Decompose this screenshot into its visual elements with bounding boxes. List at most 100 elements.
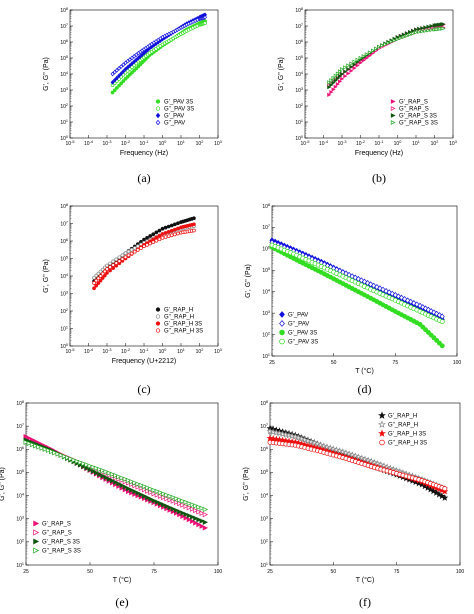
data-point <box>435 490 443 498</box>
data-point <box>428 308 434 315</box>
data-point <box>127 63 132 68</box>
data-point <box>169 223 174 228</box>
data-point <box>105 267 109 271</box>
data-point <box>114 75 119 81</box>
data-point <box>129 251 134 256</box>
data-point <box>108 268 112 273</box>
x-tick-label: 103 <box>214 140 222 147</box>
data-point <box>383 42 388 47</box>
x-tick-label: 10-3 <box>103 348 112 355</box>
data-point <box>176 221 180 226</box>
data-point <box>180 502 186 508</box>
legend-marker <box>155 119 161 126</box>
data-point <box>389 39 394 44</box>
legend-marker <box>378 420 386 428</box>
legend-marker <box>155 99 161 104</box>
data-point <box>163 231 168 235</box>
y-axis-label: G', G" (Pa) <box>0 467 6 501</box>
data-point <box>161 502 167 508</box>
data-point <box>119 475 125 481</box>
data-point <box>164 503 170 509</box>
data-point <box>327 80 332 85</box>
x-tick-label: 103 <box>449 140 457 147</box>
data-point <box>189 502 196 508</box>
x-tick-label: 10-5 <box>66 348 75 355</box>
x-tick-label: 100 <box>159 140 167 147</box>
data-point <box>377 44 382 49</box>
data-point <box>172 222 177 227</box>
data-point <box>172 232 177 237</box>
x-tick-label: 75 <box>393 360 399 366</box>
panel-label: (d) <box>358 382 372 396</box>
y-tick-label: 104 <box>60 273 68 280</box>
series-g-pav <box>110 14 208 77</box>
data-point <box>157 500 164 507</box>
data-point <box>202 511 209 518</box>
data-point <box>122 484 129 490</box>
panel-d: 101 102 103 104 105 106 107 108 25 50 75 100 T (°C) G… <box>245 203 461 396</box>
legend-marker <box>378 429 386 437</box>
data-point <box>106 470 113 476</box>
x-tick-label: 101 <box>412 140 420 147</box>
legend-label: G"_PAV <box>164 121 185 127</box>
data-point <box>119 71 124 76</box>
y-tick-label: 102 <box>295 103 303 110</box>
data-point <box>411 28 416 33</box>
data-point <box>123 60 128 66</box>
data-point <box>94 278 99 283</box>
x-tick-label: 101 <box>177 348 185 355</box>
data-point <box>405 297 411 304</box>
series-g-rap-s-3s <box>23 439 209 513</box>
x-tick-label: 10-2 <box>121 140 130 147</box>
legend: G'_RAP_S G"_RAP_S G'_RAP_S 3S G"_RAP_S 3S <box>33 520 81 555</box>
data-point <box>432 489 440 496</box>
data-point <box>92 275 96 280</box>
data-point <box>154 230 159 235</box>
y-tick-label: 107 <box>262 224 270 231</box>
data-point <box>170 498 177 504</box>
data-point <box>154 488 161 495</box>
legend-label: G'_RAP_S <box>399 100 428 106</box>
data-point <box>121 62 126 68</box>
data-point <box>392 38 397 43</box>
y-tick-label: 102 <box>16 539 24 546</box>
data-point <box>132 54 137 59</box>
data-point <box>335 76 340 81</box>
series-g-pav-3s <box>269 242 445 325</box>
data-point <box>333 84 338 89</box>
data-point <box>186 500 193 507</box>
data-point <box>132 68 136 73</box>
data-point <box>441 494 449 501</box>
data-point <box>125 58 130 64</box>
y-tick-label: 107 <box>260 423 268 430</box>
data-point <box>23 439 29 445</box>
data-point <box>138 491 145 498</box>
data-point <box>426 24 431 29</box>
panel-label: (e) <box>115 595 128 609</box>
data-point <box>112 77 117 83</box>
data-point <box>93 470 100 476</box>
data-point <box>120 253 125 258</box>
data-point <box>398 35 403 41</box>
data-point <box>183 511 189 518</box>
data-point <box>343 69 348 74</box>
data-point <box>105 263 109 268</box>
data-point <box>269 435 277 442</box>
data-point <box>87 466 93 473</box>
y-tick-label: 102 <box>60 103 68 110</box>
data-point <box>337 69 343 74</box>
data-point <box>109 471 116 477</box>
plot-frame <box>69 9 219 139</box>
x-tick-label: 100 <box>394 140 402 147</box>
data-point <box>148 234 153 238</box>
x-tick-label: 10-1 <box>375 140 384 147</box>
y-axis-label: G', G" (Pa) <box>43 259 50 293</box>
data-point <box>148 489 154 496</box>
data-point <box>112 88 117 93</box>
x-axis-label: T (°C) <box>355 367 374 375</box>
y-tick-label: 100 <box>60 135 68 142</box>
y-axis-label: G', G" (Pa) <box>278 57 285 91</box>
data-point <box>157 237 162 242</box>
legend-marker <box>279 329 285 336</box>
data-point <box>189 506 196 512</box>
